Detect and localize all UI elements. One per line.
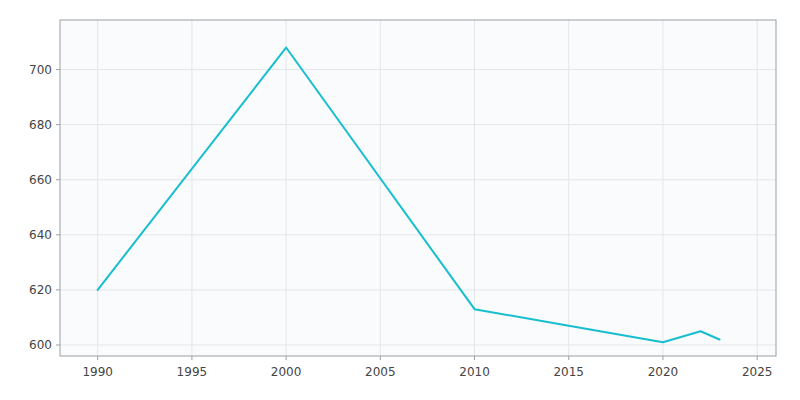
grid-line-y — [60, 234, 776, 235]
tick-label-y: 660 — [29, 173, 52, 187]
grid-line-x — [757, 20, 758, 356]
tick-mark-x — [474, 356, 475, 360]
tick-label-x: 2000 — [271, 365, 302, 379]
grid-line-y — [60, 179, 776, 180]
grid — [60, 20, 776, 356]
grid-line-x — [286, 20, 287, 356]
tick-label-y: 600 — [29, 338, 52, 352]
chart-container: 1990 1995 2000 2005 2010 2015 2020 2025 600 620 64… — [0, 0, 800, 400]
plot-frame — [60, 20, 776, 356]
tick-label-y: 620 — [29, 283, 52, 297]
plot-area — [60, 20, 776, 356]
tick-label-x: 1995 — [177, 365, 208, 379]
grid-line-x — [191, 20, 192, 356]
tick-mark-x — [568, 356, 569, 360]
tick-mark-x — [757, 356, 758, 360]
tick-mark-y — [56, 124, 60, 125]
tick-label-x: 1990 — [82, 365, 113, 379]
series — [98, 48, 720, 343]
tick-label-y: 700 — [29, 63, 52, 77]
grid-line-x — [380, 20, 381, 356]
tick-mark-y — [56, 179, 60, 180]
grid-line-y — [60, 124, 776, 125]
tick-label-y: 680 — [29, 118, 52, 132]
grid-line-y — [60, 69, 776, 70]
tick-mark-y — [56, 289, 60, 290]
tick-mark-y — [56, 344, 60, 345]
tick-label-x: 2005 — [365, 365, 396, 379]
line — [98, 48, 720, 343]
chart-svg: 1990 1995 2000 2005 2010 2015 2020 2025 600 620 64… — [0, 0, 800, 400]
tick-label-x: 2025 — [742, 365, 773, 379]
tick-mark-y — [56, 234, 60, 235]
grid-line-x — [97, 20, 98, 356]
tick-label-x: 2015 — [553, 365, 584, 379]
tick-mark-x — [286, 356, 287, 360]
tick-mark-x — [380, 356, 381, 360]
tick-mark-x — [191, 356, 192, 360]
tick-mark-x — [97, 356, 98, 360]
tick-mark-y — [56, 69, 60, 70]
tick-labels: 1990 1995 2000 2005 2010 2015 2020 2025 600 620 64… — [29, 63, 772, 379]
tick-mark-x — [662, 356, 663, 360]
grid-line-y — [60, 289, 776, 290]
grid-line-y — [60, 344, 776, 345]
grid-line-x — [662, 20, 663, 356]
tick-label-x: 2010 — [459, 365, 490, 379]
tick-label-y: 640 — [29, 228, 52, 242]
grid-line-x — [474, 20, 475, 356]
grid-line-x — [568, 20, 569, 356]
tick-label-x: 2020 — [648, 365, 679, 379]
